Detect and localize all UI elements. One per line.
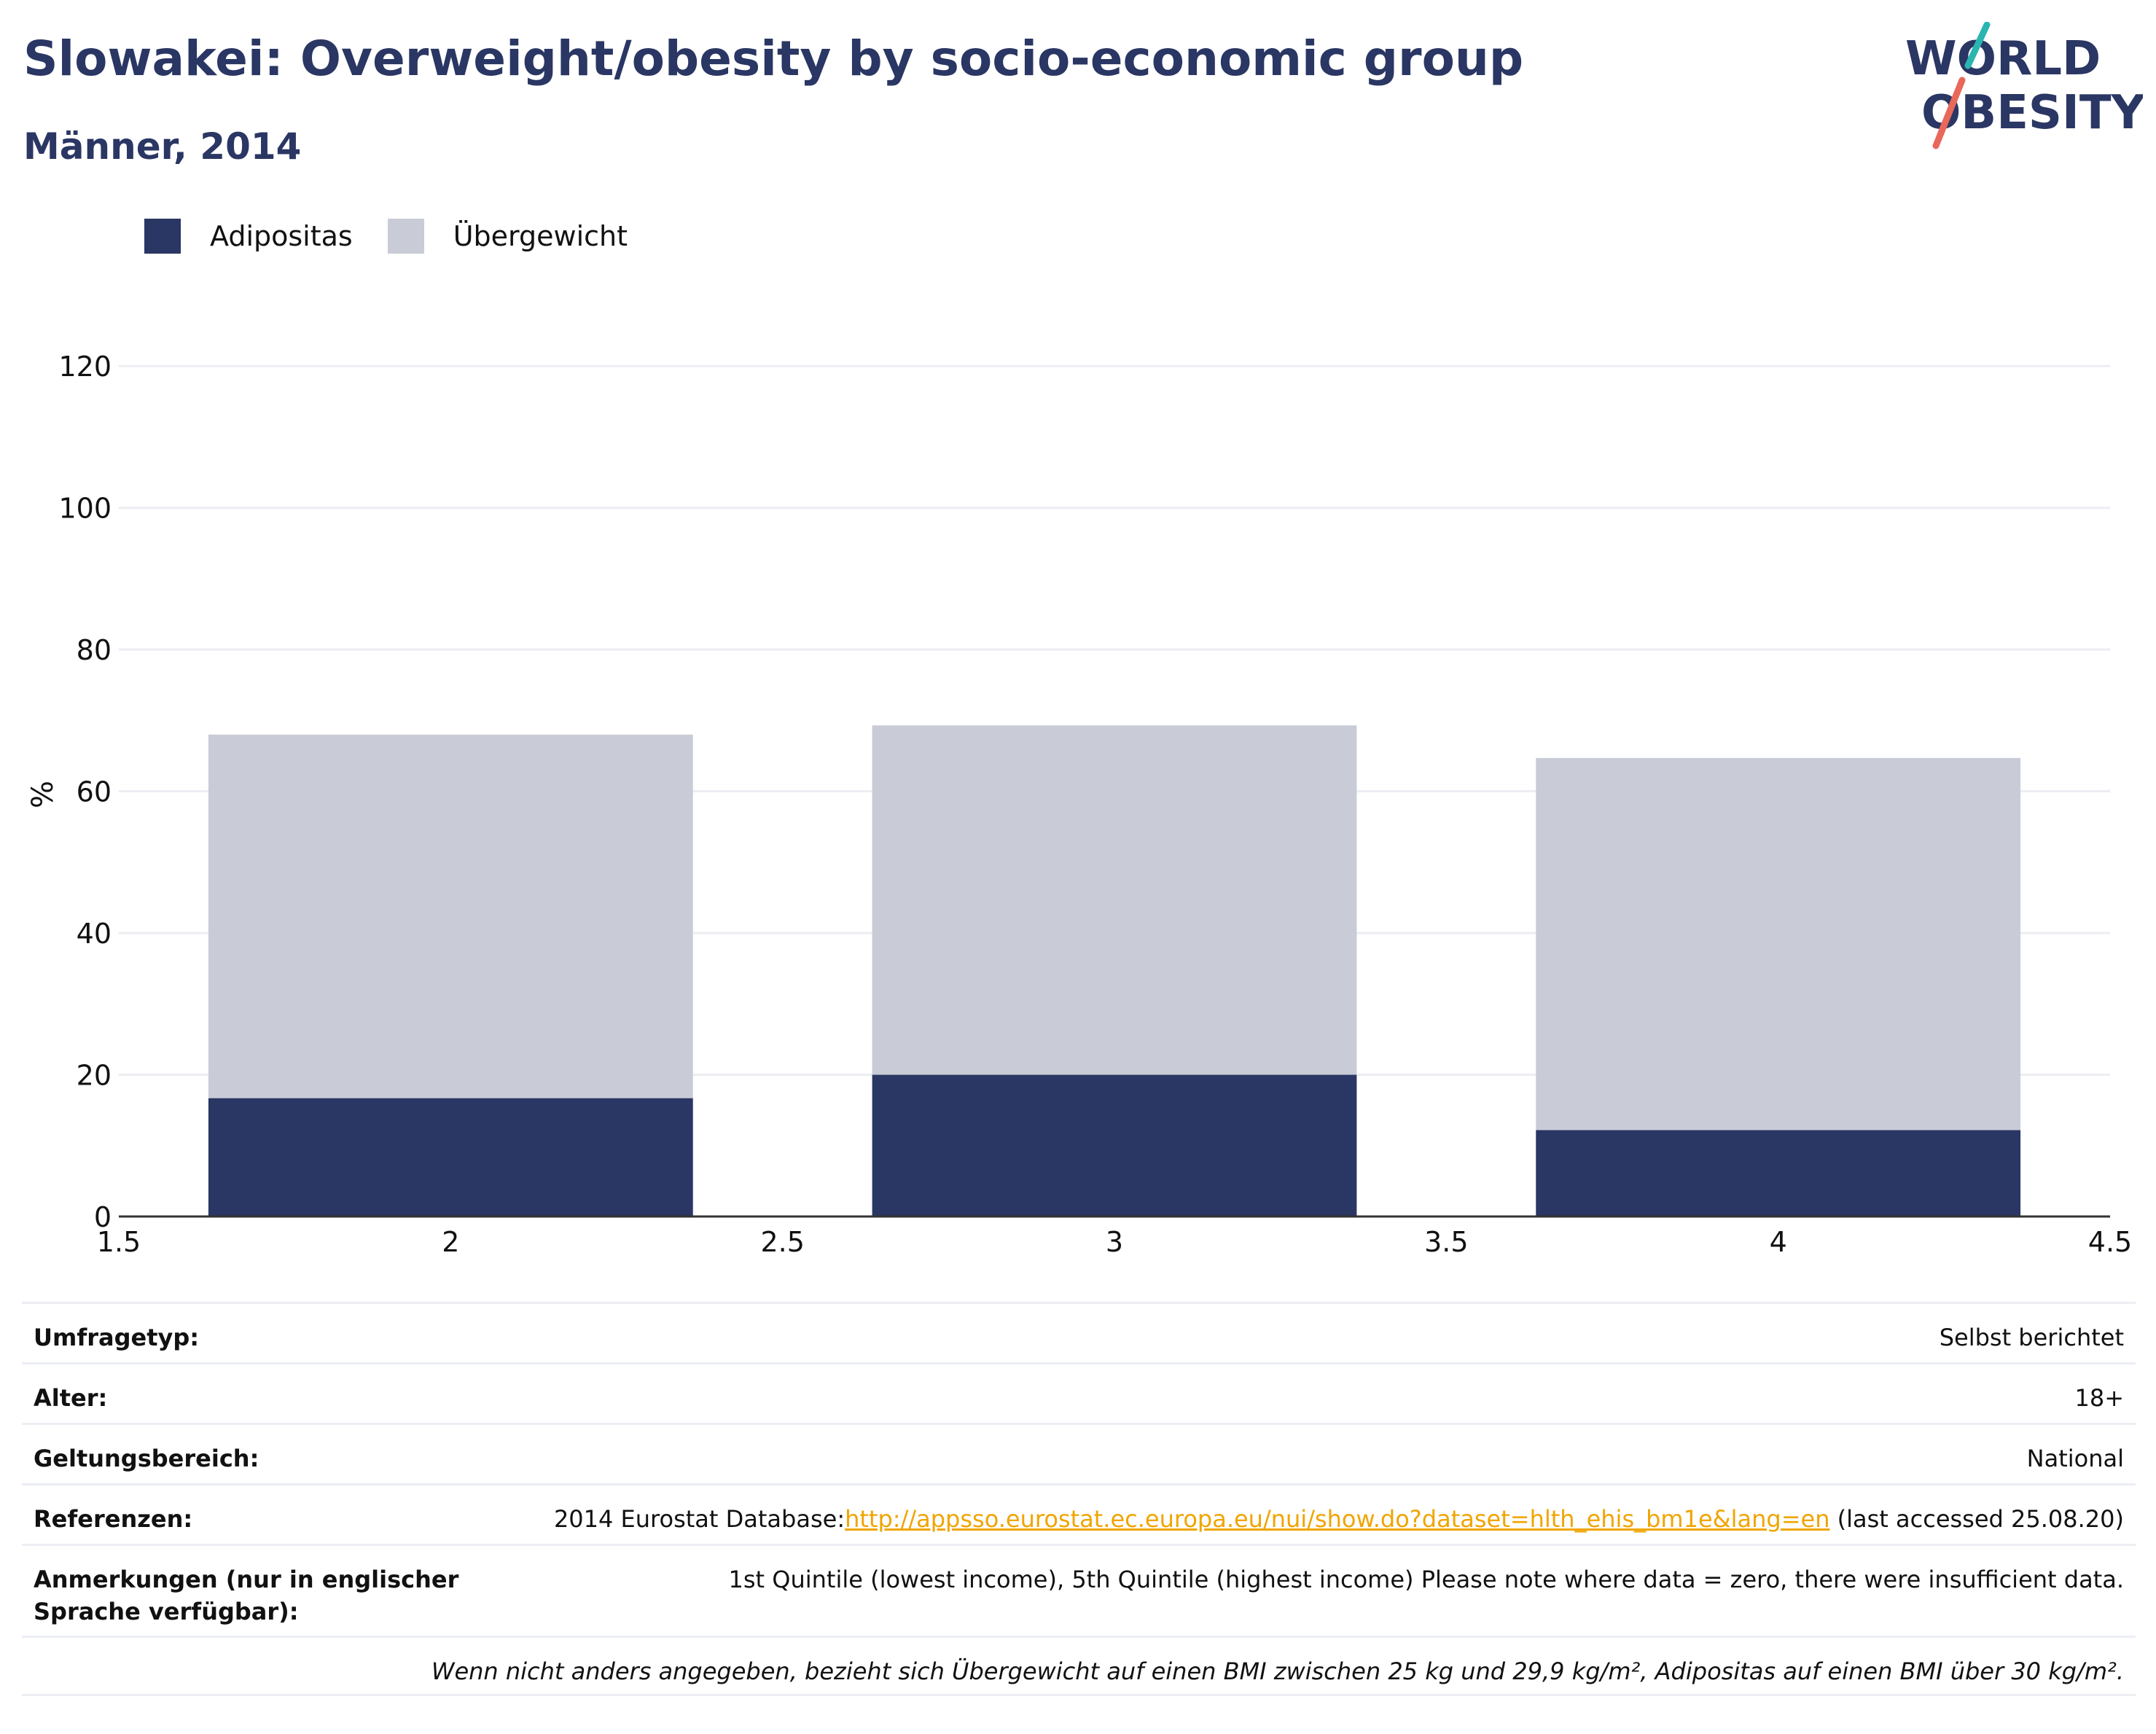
- legend-label-uebergewicht: Übergewicht: [453, 220, 628, 252]
- reference-prefix: 2014 Eurostat Database:: [553, 1505, 845, 1533]
- notes-value: 1st Quintile (lowest income), 5th Quinti…: [728, 1566, 2125, 1593]
- x-tick-label: 2.5: [760, 1226, 804, 1258]
- footnote-text: Wenn nicht anders angegeben, bezieht sic…: [431, 1657, 2124, 1685]
- references-label: Referenzen:: [34, 1505, 193, 1533]
- logo-word-1: WORLD: [1905, 32, 2101, 86]
- info-row-survey: Umfragetyp: Selbst berichtet: [22, 1302, 2136, 1362]
- info-row-references: Referenzen: 2014 Eurostat Database:http:…: [22, 1483, 2136, 1544]
- legend-item-uebergewicht[interactable]: Übergewicht: [387, 219, 628, 254]
- legend-item-adipositas[interactable]: Adipositas: [144, 219, 353, 254]
- chart-legend: Adipositas Übergewicht: [144, 217, 663, 255]
- info-row-scope: Geltungsbereich: National: [22, 1423, 2136, 1483]
- reference-suffix: (last accessed 25.08.20): [1829, 1505, 2124, 1533]
- y-tick-label: 40: [77, 918, 112, 950]
- bar-adipositas-4: [1536, 1130, 2021, 1216]
- y-axis-label: %: [26, 781, 60, 808]
- bars: [208, 725, 2021, 1216]
- y-tick-label: 100: [58, 493, 112, 525]
- legend-swatch-adipositas: [144, 219, 181, 254]
- x-tick-label: 1.5: [97, 1226, 141, 1258]
- legend-label-adipositas: Adipositas: [210, 220, 353, 252]
- scope-label: Geltungsbereich:: [34, 1445, 259, 1472]
- x-tick-label: 4: [1770, 1226, 1787, 1258]
- x-tick-label: 4.5: [2088, 1226, 2132, 1258]
- y-tick-label: 0: [94, 1201, 112, 1233]
- stacked-bar-chart: 0 20 40 60 80 100 120 1.5 2 2.5 3 3.5 4 4.5 %: [26, 351, 2132, 1258]
- y-tick-label: 60: [77, 776, 112, 808]
- axes: 0 20 40 60 80 100 120 1.5 2 2.5 3 3.5 4 4.5: [58, 351, 2132, 1258]
- logo-slash-teal: [1964, 22, 1991, 69]
- logo-slash-coral: [1932, 77, 1966, 149]
- world-obesity-logo: WORLD OBESITY: [1905, 22, 2143, 149]
- bar-adipositas-2: [208, 1098, 693, 1216]
- legend-swatch-uebergewicht: [387, 219, 424, 254]
- y-tick-label: 120: [58, 351, 112, 383]
- bar-adipositas-3: [872, 1074, 1357, 1216]
- y-tick-label: 20: [77, 1060, 112, 1092]
- x-tick-label: 3: [1106, 1226, 1123, 1258]
- references-value: 2014 Eurostat Database:http://appsso.eur…: [554, 1503, 2124, 1535]
- info-table: Umfragetyp: Selbst berichtet Alter: 18+ …: [22, 1302, 2136, 1696]
- scope-value: National: [2026, 1445, 2124, 1472]
- age-value: 18+: [2074, 1384, 2124, 1412]
- x-tick-label: 2: [442, 1226, 459, 1258]
- survey-type-value: Selbst berichtet: [1939, 1324, 2124, 1351]
- age-label: Alter:: [34, 1384, 108, 1412]
- page-subtitle: Männer, 2014: [23, 125, 302, 168]
- info-row-footnote: Wenn nicht anders angegeben, bezieht sic…: [22, 1636, 2136, 1696]
- info-row-age: Alter: 18+: [22, 1362, 2136, 1423]
- x-tick-label: 3.5: [1424, 1226, 1468, 1258]
- notes-label: Anmerkungen (nur in englischer Sprache v…: [34, 1566, 459, 1625]
- bar-uebergewicht-4: [1536, 757, 2021, 1130]
- bar-uebergewicht-2: [208, 734, 693, 1098]
- info-row-notes: Anmerkungen (nur in englischer Sprache v…: [22, 1544, 2136, 1636]
- y-tick-label: 80: [77, 634, 112, 666]
- page-title: Slowakei: Overweight/obesity by socio-ec…: [23, 31, 1524, 87]
- reference-link[interactable]: http://appsso.eurostat.ec.europa.eu/nui/…: [845, 1505, 1830, 1533]
- bar-uebergewicht-3: [872, 725, 1357, 1075]
- survey-type-label: Umfragetyp:: [34, 1324, 200, 1351]
